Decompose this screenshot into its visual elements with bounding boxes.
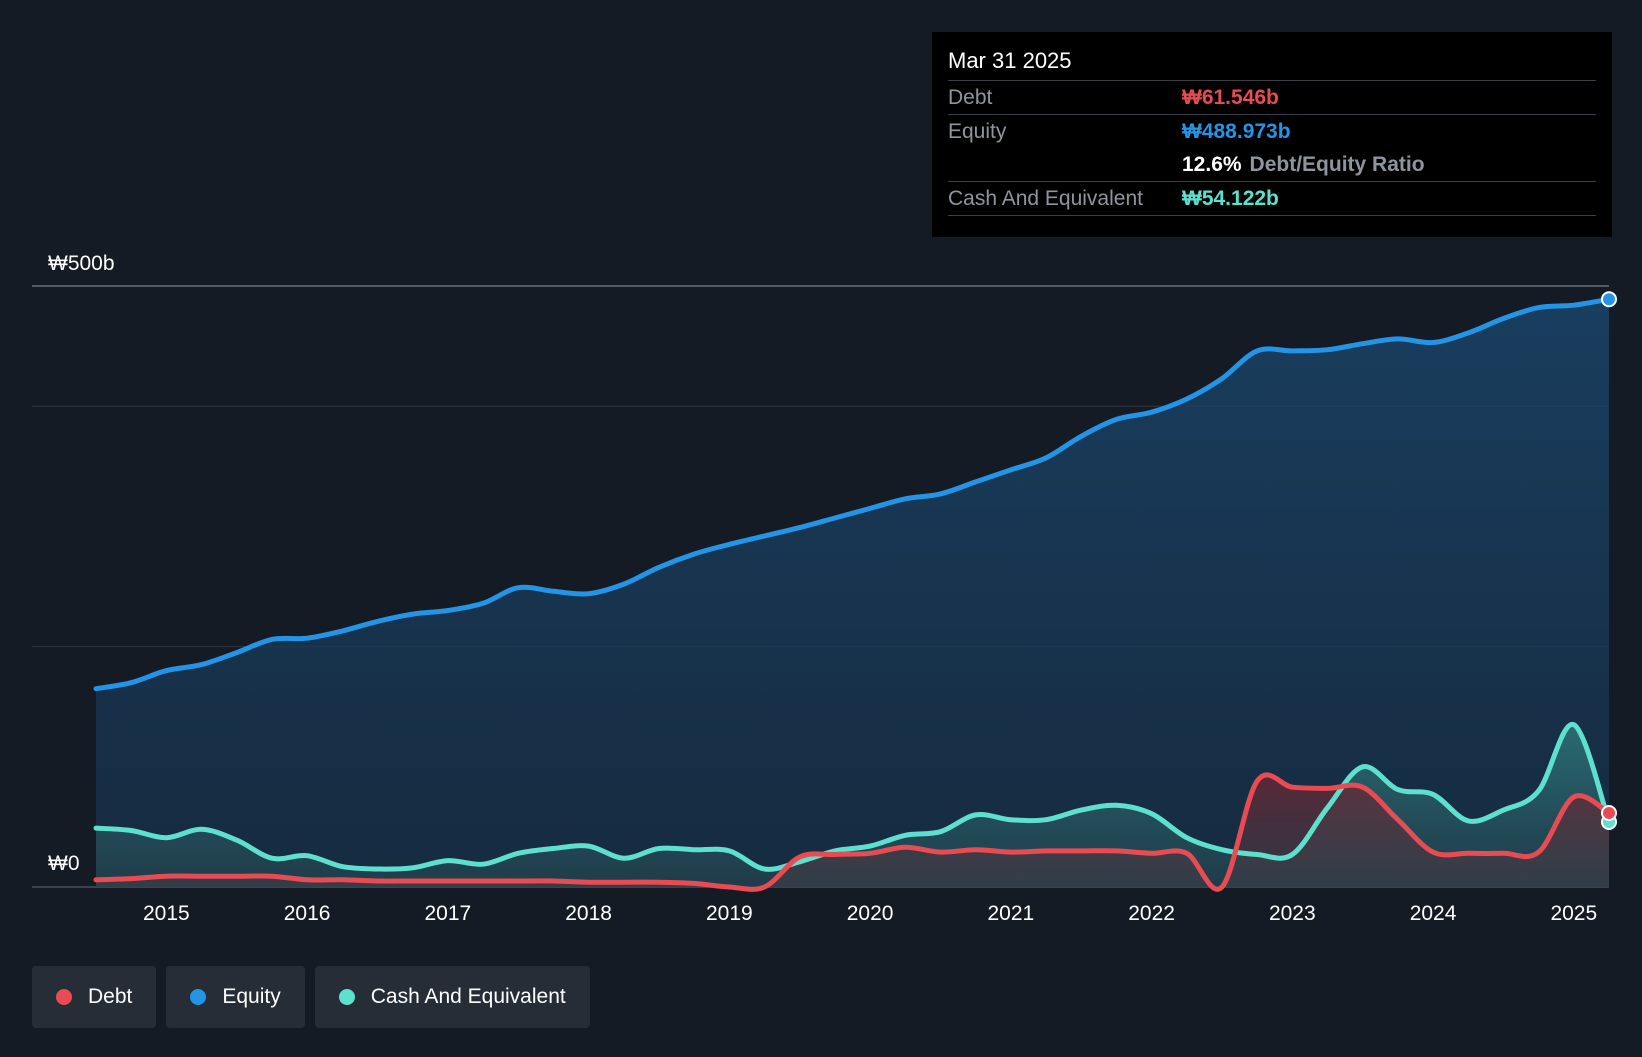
tooltip-cash-label: Cash And Equivalent	[948, 186, 1143, 210]
cash-and-equivalent-line	[93, 722, 1612, 872]
series-lines	[93, 296, 1612, 892]
legend-dot-cash-icon	[338, 989, 355, 1005]
y-label-top: ₩500b	[48, 252, 115, 275]
y-label-bottom: ₩0	[48, 852, 80, 875]
x-tick-label: 2017	[425, 902, 472, 925]
x-tick-label: 2016	[284, 902, 331, 925]
end-markers	[1601, 291, 1617, 830]
legend-label-equity: Equity	[222, 985, 281, 1008]
tooltip-panel: Mar 31 2025 Debt ₩61.546b Equity ₩488.97…	[932, 32, 1612, 237]
legend-dot-equity-icon	[190, 989, 207, 1005]
tooltip-debt-row: Debt ₩61.546b	[948, 80, 1596, 114]
tooltip-cash-row: Cash And Equivalent ₩54.122b	[948, 181, 1596, 216]
tooltip-debt-value: ₩61.546b	[1182, 85, 1279, 109]
legend-label-debt: Debt	[88, 985, 133, 1008]
tooltip-date: Mar 31 2025	[948, 48, 1072, 73]
tooltip-equity-value: ₩488.973b	[1182, 119, 1291, 143]
x-tick-label: 2018	[565, 902, 612, 925]
tooltip-ratio-label: Debt/Equity Ratio	[1249, 152, 1425, 176]
x-tick-label: 2022	[1128, 902, 1175, 925]
x-tick-label: 2019	[706, 902, 753, 925]
x-tick-label: 2015	[143, 902, 190, 925]
tooltip-debt-label: Debt	[948, 85, 993, 109]
x-tick-label: 2021	[987, 902, 1034, 925]
equity-end-marker[interactable]	[1601, 291, 1617, 308]
x-tick-label: 2020	[847, 902, 894, 925]
chart-legend: Debt Equity Cash And Equivalent	[32, 966, 590, 1028]
tooltip-cash-value: ₩54.122b	[1182, 186, 1279, 210]
equity-area	[96, 299, 1609, 887]
debt-line	[93, 772, 1612, 892]
x-tick-label: 2025	[1550, 902, 1597, 925]
tooltip-ratio-value: 12.6%	[1182, 152, 1242, 176]
legend-item-equity[interactable]: Equity	[166, 966, 305, 1028]
tooltip-equity-label: Equity	[948, 119, 1007, 143]
legend-item-cash[interactable]: Cash And Equivalent	[314, 966, 590, 1028]
equity-line	[93, 296, 1612, 692]
legend-item-debt[interactable]: Debt	[32, 966, 157, 1028]
tooltip-ratio-row: 12.6% Debt/Equity Ratio	[948, 148, 1596, 181]
debt-end-marker[interactable]	[1601, 805, 1617, 822]
x-tick-label: 2023	[1269, 902, 1316, 925]
x-axis-ticks: 2015 2016 2017 2018 2019 2020 2021 2022 2023 2024…	[143, 902, 1597, 925]
legend-label-cash: Cash And Equivalent	[370, 985, 566, 1008]
x-tick-label: 2024	[1410, 902, 1457, 925]
tooltip-equity-row: Equity ₩488.973b	[948, 114, 1596, 148]
legend-dot-debt-icon	[56, 989, 72, 1005]
